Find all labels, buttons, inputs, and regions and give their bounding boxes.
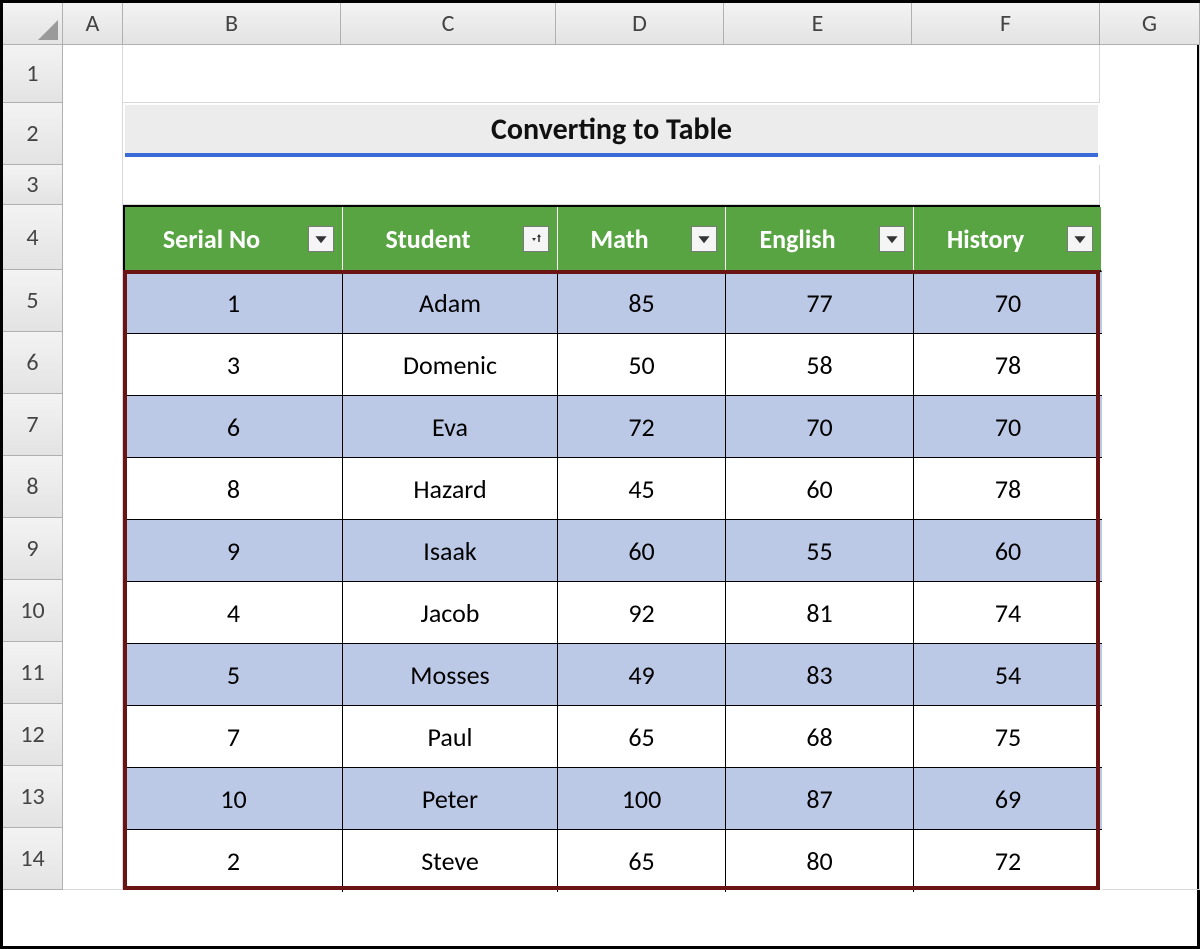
table-header-student: Student bbox=[343, 207, 558, 272]
select-all-corner[interactable] bbox=[3, 3, 63, 45]
table-cell[interactable]: 65 bbox=[558, 706, 726, 768]
filter-dropdown-icon[interactable] bbox=[691, 226, 717, 252]
table-cell[interactable]: 60 bbox=[726, 458, 914, 520]
table-cell[interactable]: 87 bbox=[726, 768, 914, 830]
table-cell[interactable]: Peter bbox=[343, 768, 558, 830]
data-table-area: Serial NoStudentMathEnglishHistory1Adam8… bbox=[123, 205, 1100, 890]
row-header-11[interactable]: 11 bbox=[3, 642, 63, 704]
table-cell[interactable]: 8 bbox=[125, 458, 343, 520]
table-cell[interactable]: 81 bbox=[726, 582, 914, 644]
table-cell[interactable]: 74 bbox=[914, 582, 1102, 644]
row3-blank[interactable] bbox=[123, 165, 1100, 205]
row-header-7[interactable]: 7 bbox=[3, 394, 63, 456]
table-cell[interactable]: Mosses bbox=[343, 644, 558, 706]
table-cell[interactable]: Steve bbox=[343, 830, 558, 892]
table-cell[interactable]: 60 bbox=[558, 520, 726, 582]
table-cell[interactable]: 85 bbox=[558, 272, 726, 334]
table-cell[interactable]: 2 bbox=[125, 830, 343, 892]
table-header-label: Math bbox=[558, 223, 681, 255]
row-header-14[interactable]: 14 bbox=[3, 828, 63, 890]
col-a-blank[interactable] bbox=[63, 45, 123, 890]
table-cell[interactable]: Adam bbox=[343, 272, 558, 334]
table-cell[interactable]: 55 bbox=[726, 520, 914, 582]
table-cell[interactable]: Jacob bbox=[343, 582, 558, 644]
table-header-label: English bbox=[726, 223, 869, 255]
filter-dropdown-icon[interactable] bbox=[879, 226, 905, 252]
filter-dropdown-icon[interactable] bbox=[1067, 226, 1093, 252]
table-cell[interactable]: 68 bbox=[726, 706, 914, 768]
row-header-1[interactable]: 1 bbox=[3, 45, 63, 103]
col-header-E[interactable]: E bbox=[724, 3, 912, 45]
table-cell[interactable]: 100 bbox=[558, 768, 726, 830]
table-cell[interactable]: 83 bbox=[726, 644, 914, 706]
table-header-math: Math bbox=[558, 207, 726, 272]
table-header-serial-no: Serial No bbox=[125, 207, 343, 272]
table-cell[interactable]: 80 bbox=[726, 830, 914, 892]
table-cell[interactable]: Domenic bbox=[343, 334, 558, 396]
spreadsheet-grid: A B C D E F G 1 2 3 4 5 6 7 8 9 10 11 12… bbox=[3, 3, 1197, 946]
row1-blank[interactable] bbox=[123, 45, 1100, 103]
sort-asc-icon[interactable] bbox=[523, 226, 549, 252]
row-header-8[interactable]: 8 bbox=[3, 456, 63, 518]
table-cell[interactable]: 5 bbox=[125, 644, 343, 706]
table-cell[interactable]: Paul bbox=[343, 706, 558, 768]
row-header-6[interactable]: 6 bbox=[3, 332, 63, 394]
table-cell[interactable]: 65 bbox=[558, 830, 726, 892]
col-header-G[interactable]: G bbox=[1100, 3, 1200, 45]
table-cell[interactable]: 78 bbox=[914, 334, 1102, 396]
table-cell[interactable]: 70 bbox=[914, 272, 1102, 334]
table-cell[interactable]: 77 bbox=[726, 272, 914, 334]
row-header-9[interactable]: 9 bbox=[3, 518, 63, 580]
table-cell[interactable]: 6 bbox=[125, 396, 343, 458]
table-cell[interactable]: Eva bbox=[343, 396, 558, 458]
col-header-F[interactable]: F bbox=[912, 3, 1100, 45]
col-header-D[interactable]: D bbox=[556, 3, 724, 45]
row-header-4[interactable]: 4 bbox=[3, 205, 63, 270]
col-header-C[interactable]: C bbox=[341, 3, 556, 45]
row-header-5[interactable]: 5 bbox=[3, 270, 63, 332]
col-header-B[interactable]: B bbox=[123, 3, 341, 45]
table-cell[interactable]: Isaak bbox=[343, 520, 558, 582]
table-cell[interactable]: 78 bbox=[914, 458, 1102, 520]
row-header-2[interactable]: 2 bbox=[3, 103, 63, 165]
table-header-english: English bbox=[726, 207, 914, 272]
row-header-13[interactable]: 13 bbox=[3, 766, 63, 828]
table-cell[interactable]: 69 bbox=[914, 768, 1102, 830]
row-header-10[interactable]: 10 bbox=[3, 580, 63, 642]
table-cell[interactable]: 10 bbox=[125, 768, 343, 830]
table-cell[interactable]: 9 bbox=[125, 520, 343, 582]
table-cell[interactable]: 3 bbox=[125, 334, 343, 396]
row-header-3[interactable]: 3 bbox=[3, 165, 63, 205]
table-cell[interactable]: 70 bbox=[726, 396, 914, 458]
table-header-history: History bbox=[914, 207, 1102, 272]
table-cell[interactable]: 7 bbox=[125, 706, 343, 768]
table-cell[interactable]: 70 bbox=[914, 396, 1102, 458]
table-cell[interactable]: 54 bbox=[914, 644, 1102, 706]
table-header-label: History bbox=[914, 223, 1057, 255]
data-table: Serial NoStudentMathEnglishHistory1Adam8… bbox=[123, 205, 1100, 890]
table-cell[interactable]: 50 bbox=[558, 334, 726, 396]
table-cell[interactable]: 72 bbox=[558, 396, 726, 458]
table-cell[interactable]: 72 bbox=[914, 830, 1102, 892]
table-cell[interactable]: Hazard bbox=[343, 458, 558, 520]
filter-dropdown-icon[interactable] bbox=[308, 226, 334, 252]
table-cell[interactable]: 92 bbox=[558, 582, 726, 644]
table-cell[interactable]: 58 bbox=[726, 334, 914, 396]
worksheet-frame: A B C D E F G 1 2 3 4 5 6 7 8 9 10 11 12… bbox=[0, 0, 1200, 949]
row-header-12[interactable]: 12 bbox=[3, 704, 63, 766]
page-title: Converting to Table bbox=[125, 105, 1098, 157]
table-cell[interactable]: 49 bbox=[558, 644, 726, 706]
table-cell[interactable]: 60 bbox=[914, 520, 1102, 582]
table-cell[interactable]: 45 bbox=[558, 458, 726, 520]
table-cell[interactable]: 4 bbox=[125, 582, 343, 644]
table-header-label: Student bbox=[343, 223, 513, 255]
col-header-A[interactable]: A bbox=[63, 3, 123, 45]
table-cell[interactable]: 75 bbox=[914, 706, 1102, 768]
col-g-blank[interactable] bbox=[1100, 45, 1200, 890]
table-header-label: Serial No bbox=[125, 223, 298, 255]
table-cell[interactable]: 1 bbox=[125, 272, 343, 334]
